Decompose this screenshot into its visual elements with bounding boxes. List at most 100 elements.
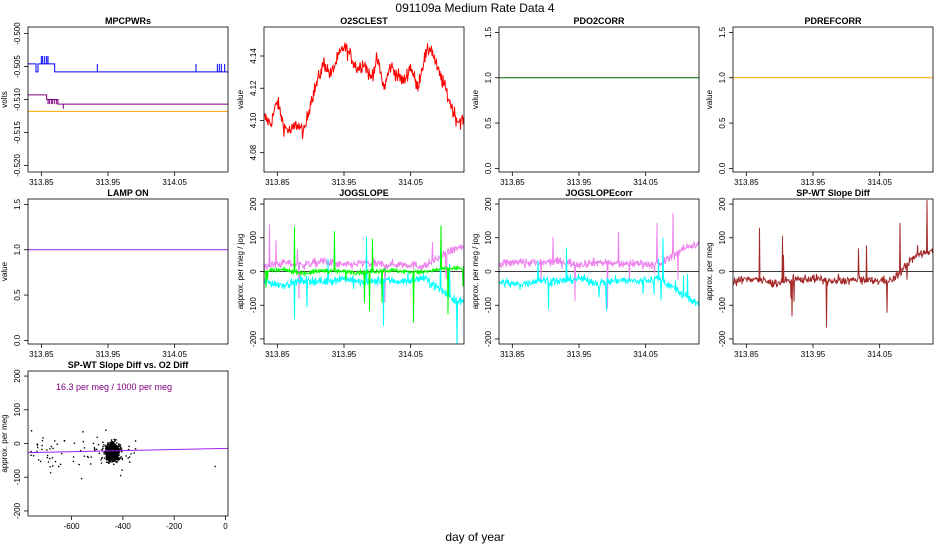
spwt_vs_o2diff-point bbox=[36, 443, 39, 445]
spwt_vs_o2diff-frame bbox=[27, 370, 229, 517]
panel-spwtslopediff: SP-WT Slope Diff approx. per meg 313.85 313… bbox=[705, 188, 934, 359]
spwt_vs_o2diff-point bbox=[105, 429, 107, 432]
spwt_vs_o2diff-point bbox=[120, 448, 123, 451]
spwtslopediff-xtick-label: 314.05 bbox=[867, 350, 892, 359]
spwt_vs_o2diff-point bbox=[90, 456, 93, 458]
jogslopecorr-title: JOGSLOPEcorr bbox=[565, 188, 633, 198]
pdo2corr-ytick-label: 1.5 bbox=[484, 26, 493, 38]
spwtslopediff-ytick-label: 100 bbox=[718, 231, 727, 245]
lampon-title: LAMP ON bbox=[107, 188, 148, 198]
spwt_vs_o2diff-ytick-label: -100 bbox=[13, 469, 22, 486]
o2sclest-ytick-label: 4.14 bbox=[249, 48, 258, 64]
spwt_vs_o2diff-point bbox=[107, 444, 109, 446]
spwt_vs_o2diff-point bbox=[94, 448, 96, 450]
spwtslopediff-ytick-label: -200 bbox=[718, 330, 727, 347]
mpcpwrs-ytick-label: -0.520 bbox=[13, 154, 22, 177]
spwt_vs_o2diff-ytick-label: -200 bbox=[13, 502, 22, 519]
spwt_vs_o2diff-point bbox=[106, 458, 109, 460]
spwt_vs_o2diff-point bbox=[100, 459, 102, 461]
spwt_vs_o2diff-point bbox=[93, 447, 96, 449]
spwt_vs_o2diff-point bbox=[110, 443, 113, 446]
spwt_vs_o2diff-point bbox=[56, 443, 59, 445]
spwt_vs_o2diff-point bbox=[128, 461, 131, 463]
spwt_vs_o2diff-point bbox=[89, 463, 92, 465]
spwt_vs_o2diff-xtick-label: 0 bbox=[223, 522, 228, 531]
mpcpwrs-ytick-label: -0.510 bbox=[13, 88, 22, 111]
spwt_vs_o2diff-point bbox=[30, 430, 33, 432]
spwt_vs_o2diff-point bbox=[92, 442, 95, 445]
jogslope-ytick-label: -100 bbox=[249, 297, 258, 314]
spwt_vs_o2diff-point bbox=[49, 465, 52, 468]
pdo2corr-xtick-label: 314.05 bbox=[633, 178, 658, 187]
jogslope-title: JOGSLOPE bbox=[339, 188, 389, 198]
mpcpwrs-title: MPCPWRs bbox=[105, 16, 151, 26]
jogslope-xtick-label: 314.05 bbox=[398, 350, 423, 359]
spwtslopediff-xtick-label: 313.85 bbox=[734, 350, 759, 359]
spwt_vs_o2diff-point bbox=[119, 447, 122, 449]
spwt_vs_o2diff-point bbox=[107, 452, 109, 454]
lampon-xtick-label: 314.05 bbox=[162, 350, 187, 359]
lampon-frame bbox=[27, 198, 229, 345]
spwt_vs_o2diff-point bbox=[96, 436, 99, 439]
spwt_vs_o2diff-point bbox=[72, 460, 75, 463]
o2sclest-frame bbox=[263, 26, 465, 173]
spwt_vs_o2diff-point bbox=[109, 453, 112, 456]
pdrefcorr-frame bbox=[732, 26, 934, 173]
mpcpwrs-series-purple bbox=[28, 94, 228, 105]
spwt_vs_o2diff-point bbox=[49, 448, 51, 450]
pdo2corr-ytick-label: 1.0 bbox=[484, 72, 493, 84]
spwt_vs_o2diff-ylabel: approx. per meg bbox=[0, 414, 9, 472]
spwt_vs_o2diff-point bbox=[115, 453, 118, 455]
mpcpwrs-frame bbox=[27, 26, 229, 173]
spwt_vs_o2diff-point bbox=[128, 456, 131, 458]
spwtslopediff-ylabel: approx. per meg bbox=[705, 242, 714, 300]
pdrefcorr-title: PDREFCORR bbox=[804, 16, 862, 26]
lampon-ytick-label: 1.0 bbox=[13, 244, 22, 256]
jogslopecorr-ytick-label: -200 bbox=[484, 330, 493, 347]
spwt_vs_o2diff-point bbox=[37, 459, 40, 461]
jogslope-frame bbox=[263, 198, 465, 345]
spwt_vs_o2diff-point bbox=[120, 451, 123, 453]
spwt_vs_o2diff-point bbox=[36, 446, 39, 449]
spwt_vs_o2diff-point bbox=[102, 445, 104, 448]
spwt_vs_o2diff-point bbox=[130, 453, 132, 455]
lampon-ytick-label: 1.5 bbox=[13, 198, 22, 210]
pdrefcorr-ytick-label: 0.5 bbox=[718, 117, 727, 129]
spwt_vs_o2diff-point bbox=[50, 445, 53, 448]
spwt_vs_o2diff-point bbox=[59, 463, 62, 466]
jogslopecorr-xtick-label: 313.85 bbox=[500, 350, 525, 359]
lampon-ytick-label: 0.5 bbox=[13, 289, 22, 301]
spwt_vs_o2diff-point bbox=[72, 456, 75, 458]
spwt_vs_o2diff-point bbox=[109, 446, 111, 449]
spwt_vs_o2diff-point bbox=[111, 460, 114, 463]
spwtslopediff-xtick-label: 313.95 bbox=[801, 350, 826, 359]
spwt_vs_o2diff-point bbox=[108, 458, 111, 460]
spwt_vs_o2diff-point bbox=[63, 440, 66, 442]
jogslopecorr-ytick-label: 0 bbox=[484, 269, 493, 274]
spwt_vs_o2diff-ytick-label: 200 bbox=[13, 369, 22, 383]
spwt_vs_o2diff-point bbox=[119, 457, 122, 460]
spwt_vs_o2diff-point bbox=[80, 477, 83, 480]
panel-jogslope: JOGSLOPE approx. per meg / jog 313.85 313.9… bbox=[236, 188, 465, 359]
spwt_vs_o2diff-title: SP-WT Slope Diff vs. O2 Diff bbox=[68, 360, 190, 370]
spwt_vs_o2diff-point bbox=[107, 455, 110, 458]
spwt_vs_o2diff-point bbox=[108, 460, 111, 463]
spwt_vs_o2diff-point bbox=[120, 456, 122, 458]
x-axis-label: day of year bbox=[445, 530, 505, 544]
lampon-xtick-label: 313.85 bbox=[29, 350, 54, 359]
mpcpwrs-ytick-label: -0.505 bbox=[13, 55, 22, 78]
jogslope-ytick-label: 200 bbox=[249, 197, 258, 211]
spwt_vs_o2diff-point bbox=[82, 431, 84, 433]
spwt_vs_o2diff-annotation: 16.3 per meg / 1000 per meg bbox=[56, 382, 172, 392]
spwt_vs_o2diff-point bbox=[105, 461, 108, 464]
spwt_vs_o2diff-point bbox=[110, 446, 113, 449]
mpcpwrs-xtick-label: 313.95 bbox=[96, 178, 121, 187]
spwt_vs_o2diff-point bbox=[110, 439, 113, 441]
spwt_vs_o2diff-point bbox=[121, 469, 123, 471]
jogslopecorr-frame bbox=[498, 198, 700, 345]
spwt_vs_o2diff-point bbox=[100, 462, 103, 464]
spwt_vs_o2diff-points bbox=[30, 429, 216, 480]
spwt_vs_o2diff-point bbox=[53, 440, 56, 442]
spwt_vs_o2diff-point bbox=[110, 440, 113, 443]
spwt_vs_o2diff-point bbox=[109, 448, 112, 450]
